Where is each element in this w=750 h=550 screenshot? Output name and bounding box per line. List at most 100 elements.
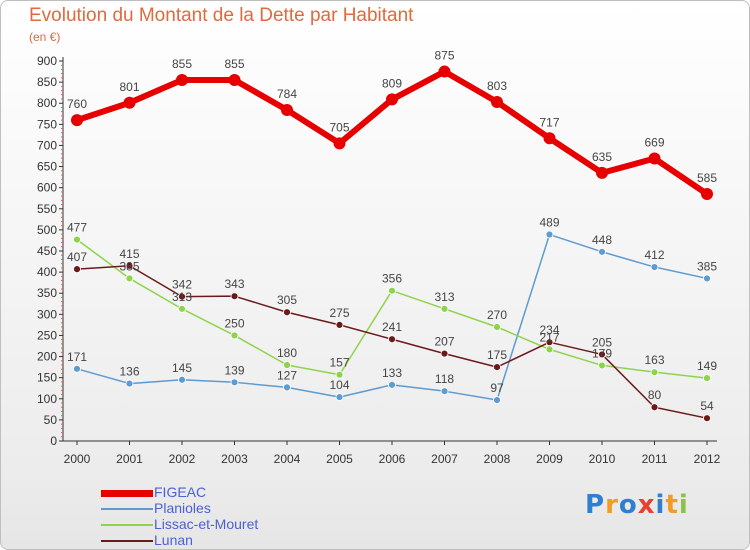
data-label: 855 — [172, 57, 192, 71]
logo-letter: P — [585, 490, 606, 520]
data-label: 305 — [277, 293, 297, 307]
data-label: 127 — [277, 368, 297, 382]
data-label: 157 — [329, 356, 349, 370]
data-point — [125, 379, 134, 388]
y-tick-label: 250 — [37, 328, 57, 342]
data-label: 171 — [67, 350, 87, 364]
data-label: 133 — [382, 366, 402, 380]
data-point — [703, 414, 711, 423]
data-point — [178, 304, 186, 313]
data-point — [123, 96, 136, 109]
data-point — [125, 274, 134, 283]
data-label: 669 — [644, 136, 664, 150]
data-label: 784 — [277, 87, 297, 101]
legend-label: FIGEAC — [154, 484, 207, 500]
data-label: 356 — [382, 272, 402, 286]
data-point — [701, 188, 713, 200]
data-point — [543, 132, 556, 145]
x-tick-label: 2007 — [431, 452, 458, 466]
x-tick-label: 2009 — [536, 452, 563, 466]
series-line-lissac-et-mouret — [76, 238, 708, 379]
logo-letter: i — [678, 490, 689, 520]
y-tick-label: 650 — [37, 160, 57, 174]
data-label: 635 — [592, 150, 612, 164]
data-point — [230, 331, 239, 340]
chart-unit: (en €) — [29, 30, 61, 44]
data-point — [335, 370, 344, 379]
data-label: 477 — [67, 221, 87, 235]
data-label: 809 — [382, 76, 402, 90]
data-label: 250 — [224, 316, 244, 330]
x-tick-label: 2010 — [589, 452, 616, 466]
x-tick-label: 2006 — [379, 452, 406, 466]
data-point — [650, 403, 659, 412]
y-tick-label: 700 — [37, 138, 57, 152]
data-point — [545, 345, 554, 354]
data-point — [230, 378, 239, 387]
data-label: 407 — [67, 250, 87, 264]
logo-letter: t — [665, 490, 679, 520]
x-tick-label: 2012 — [694, 452, 721, 466]
data-point — [650, 263, 659, 271]
data-point — [388, 335, 396, 344]
data-label: 412 — [644, 248, 664, 262]
data-point — [388, 286, 396, 295]
data-point — [388, 380, 396, 389]
data-label: 342 — [172, 278, 192, 292]
x-tick-label: 2000 — [64, 452, 91, 466]
logo-letter: r — [605, 490, 619, 520]
y-tick-label: 350 — [37, 286, 57, 300]
data-label: 385 — [119, 259, 139, 273]
data-label: 179 — [592, 346, 612, 360]
data-label: 270 — [487, 308, 507, 322]
data-label: 875 — [434, 49, 454, 63]
data-label: 241 — [382, 320, 402, 334]
data-label: 415 — [119, 247, 139, 261]
data-point — [283, 383, 291, 392]
data-label: 385 — [697, 259, 717, 273]
data-point — [176, 74, 188, 86]
logo-letter: x — [637, 490, 656, 520]
data-point — [493, 396, 501, 404]
data-label: 801 — [119, 80, 139, 94]
data-label: 80 — [648, 388, 662, 402]
data-label: 104 — [329, 378, 349, 392]
data-point — [493, 363, 501, 372]
data-label: 136 — [119, 365, 139, 379]
data-point — [440, 349, 449, 358]
data-label: 275 — [329, 306, 349, 320]
y-tick-label: 50 — [44, 413, 58, 427]
data-label: 855 — [224, 57, 244, 71]
data-point — [335, 320, 344, 329]
y-tick-label: 750 — [37, 117, 57, 131]
data-point — [440, 387, 449, 396]
x-tick-label: 2008 — [484, 452, 511, 466]
legend-label: Planioles — [154, 500, 211, 516]
data-point — [73, 265, 81, 274]
data-point — [545, 338, 554, 347]
y-tick-label: 500 — [37, 223, 57, 237]
data-label: 313 — [434, 290, 454, 304]
y-tick-label: 0 — [50, 434, 57, 448]
logo-letter: o — [618, 490, 638, 520]
data-point — [283, 308, 291, 317]
data-point — [703, 274, 711, 283]
data-label: 54 — [700, 399, 714, 413]
data-point — [491, 95, 503, 108]
y-tick-label: 300 — [37, 307, 57, 321]
data-point — [73, 235, 81, 244]
data-label: 489 — [539, 216, 559, 230]
legend-label: Lissac-et-Mouret — [154, 516, 259, 532]
data-label: 760 — [67, 97, 87, 111]
data-label: 207 — [434, 335, 454, 349]
data-point — [178, 292, 186, 301]
data-label: 163 — [644, 353, 664, 367]
y-tick-label: 150 — [37, 371, 57, 385]
x-tick-label: 2003 — [221, 452, 248, 466]
data-point — [493, 323, 501, 331]
data-point — [281, 103, 293, 116]
data-label: 585 — [697, 171, 717, 185]
chart-title: Evolution du Montant de la Dette par Hab… — [29, 5, 414, 26]
data-label: 180 — [277, 346, 297, 360]
